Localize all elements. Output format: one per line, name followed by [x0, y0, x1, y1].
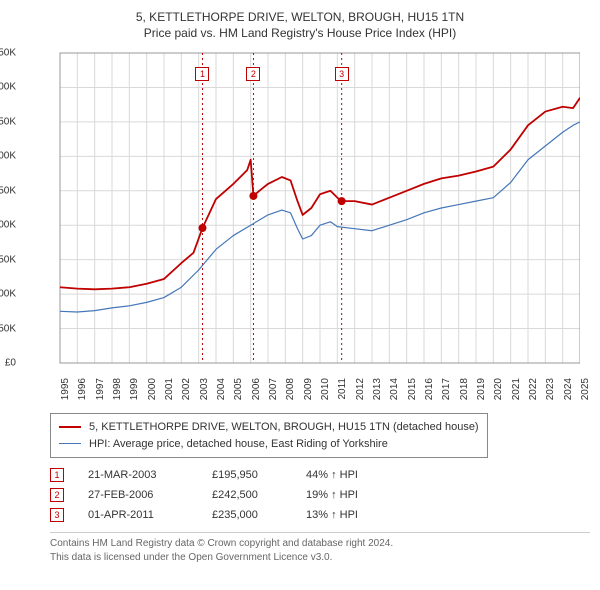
sale-annotation: 3	[335, 67, 349, 81]
x-tick-label: 2019	[476, 378, 487, 400]
sale-date: 21-MAR-2003	[88, 469, 188, 481]
x-tick-label: 2014	[389, 378, 400, 400]
legend-row: 5, KETTLETHORPE DRIVE, WELTON, BROUGH, H…	[59, 419, 479, 436]
sales-table: 1 21-MAR-2003 £195,950 44% ↑ HPI 2 27-FEB-200…	[50, 468, 590, 522]
y-tick-label: £400K	[0, 82, 16, 93]
x-tick-label: 2020	[493, 378, 504, 400]
footer: Contains HM Land Registry data © Crown c…	[50, 532, 590, 565]
legend-row: HPI: Average price, detached house, East…	[59, 436, 479, 453]
legend-swatch	[59, 426, 81, 428]
x-tick-label: 2018	[459, 378, 470, 400]
sale-row: 2 27-FEB-2006 £242,500 19% ↑ HPI	[50, 488, 590, 502]
footer-line2: This data is licensed under the Open Gov…	[50, 551, 590, 565]
sale-row: 1 21-MAR-2003 £195,950 44% ↑ HPI	[50, 468, 590, 482]
sale-marker: 1	[50, 468, 64, 482]
sale-delta: 44% ↑ HPI	[306, 469, 386, 481]
sale-date: 27-FEB-2006	[88, 489, 188, 501]
sale-annotation: 2	[246, 67, 260, 81]
x-tick-label: 2009	[303, 378, 314, 400]
y-tick-label: £300K	[0, 151, 16, 162]
y-tick-label: £50K	[0, 323, 16, 334]
x-tick-label: 2017	[441, 378, 452, 400]
x-tick-label: 2021	[511, 378, 522, 400]
legend-box: 5, KETTLETHORPE DRIVE, WELTON, BROUGH, H…	[50, 413, 488, 458]
x-tick-label: 1998	[112, 378, 123, 400]
sale-delta: 13% ↑ HPI	[306, 509, 386, 521]
x-tick-label: 2025	[580, 378, 591, 400]
x-tick-label: 2002	[181, 378, 192, 400]
y-tick-label: £200K	[0, 220, 16, 231]
sale-marker: 3	[50, 508, 64, 522]
x-tick-label: 2003	[199, 378, 210, 400]
x-tick-label: 1996	[77, 378, 88, 400]
x-tick-label: 1999	[129, 378, 140, 400]
legend-label: 5, KETTLETHORPE DRIVE, WELTON, BROUGH, H…	[89, 419, 479, 436]
legend-swatch	[59, 443, 81, 444]
x-tick-label: 2011	[337, 378, 348, 400]
y-tick-label: £100K	[0, 289, 16, 300]
x-tick-label: 2010	[320, 378, 331, 400]
y-tick-label: £150K	[0, 254, 16, 265]
sale-marker: 2	[50, 488, 64, 502]
x-tick-label: 2008	[285, 378, 296, 400]
x-tick-label: 2013	[372, 378, 383, 400]
y-tick-label: £250K	[0, 185, 16, 196]
footer-line1: Contains HM Land Registry data © Crown c…	[50, 537, 590, 551]
sale-price: £195,950	[212, 469, 282, 481]
x-tick-label: 2016	[424, 378, 435, 400]
sale-price: £235,000	[212, 509, 282, 521]
x-tick-label: 2006	[251, 378, 262, 400]
chart-area: £0£50K£100K£150K£200K£250K£300K£350K£400…	[20, 48, 580, 378]
x-tick-label: 1997	[95, 378, 106, 400]
sale-annotation: 1	[195, 67, 209, 81]
x-tick-label: 1995	[60, 378, 71, 400]
sale-price: £242,500	[212, 489, 282, 501]
x-tick-label: 2007	[268, 378, 279, 400]
sale-row: 3 01-APR-2011 £235,000 13% ↑ HPI	[50, 508, 590, 522]
x-tick-label: 2015	[407, 378, 418, 400]
y-tick-label: £450K	[0, 48, 16, 59]
sale-delta: 19% ↑ HPI	[306, 489, 386, 501]
y-tick-label: £350K	[0, 116, 16, 127]
chart-svg	[20, 48, 580, 368]
chart-subtitle: Price paid vs. HM Land Registry's House …	[10, 26, 590, 40]
x-tick-label: 2024	[563, 378, 574, 400]
x-tick-label: 2005	[233, 378, 244, 400]
x-tick-label: 2000	[147, 378, 158, 400]
x-tick-label: 2001	[164, 378, 175, 400]
sale-date: 01-APR-2011	[88, 509, 188, 521]
x-tick-label: 2004	[216, 378, 227, 400]
x-tick-label: 2023	[545, 378, 556, 400]
legend-label: HPI: Average price, detached house, East…	[89, 436, 388, 453]
x-tick-label: 2022	[528, 378, 539, 400]
x-tick-label: 2012	[355, 378, 366, 400]
y-tick-label: £0	[5, 358, 16, 369]
chart-title: 5, KETTLETHORPE DRIVE, WELTON, BROUGH, H…	[10, 10, 590, 24]
